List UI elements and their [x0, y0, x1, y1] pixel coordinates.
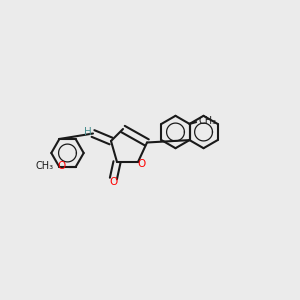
- Text: CH₃: CH₃: [36, 161, 54, 171]
- Text: H: H: [84, 127, 92, 137]
- Text: CH₃: CH₃: [199, 116, 217, 127]
- Text: O: O: [137, 159, 145, 170]
- Text: O: O: [57, 161, 65, 171]
- Text: O: O: [109, 177, 118, 187]
